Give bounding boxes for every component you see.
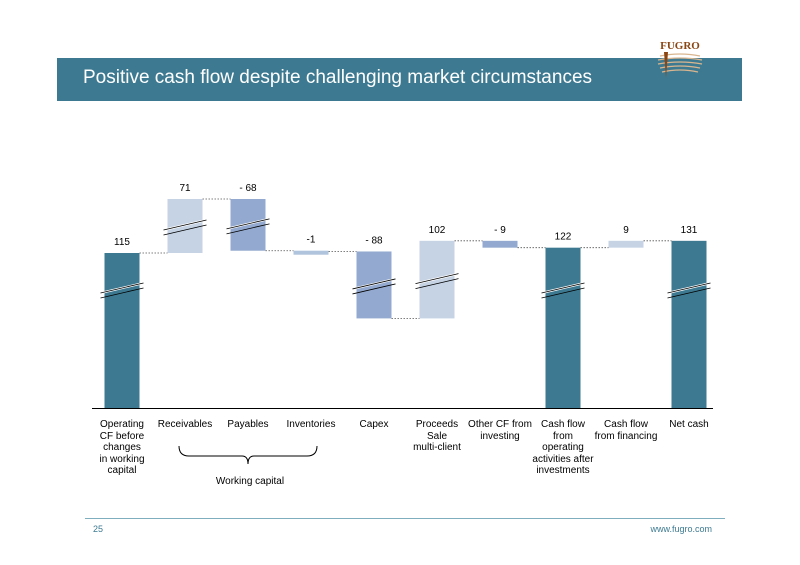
axis-break-mark xyxy=(415,278,459,290)
axis-break-mark xyxy=(100,287,144,299)
svg-text:FUGRO: FUGRO xyxy=(660,40,700,52)
footer-divider xyxy=(85,518,725,519)
category-label: Other CF from investing xyxy=(460,419,540,442)
axis-break-mark xyxy=(667,287,711,299)
category-label-line: from financing xyxy=(594,430,658,442)
category-label-line: Proceeds xyxy=(415,419,459,430)
axis-break-mark xyxy=(163,224,207,236)
category-label-line: multi-client xyxy=(413,442,461,453)
category-label-line: from xyxy=(553,430,573,442)
data-label: 131 xyxy=(681,225,698,236)
category-label: Net cash xyxy=(649,419,729,431)
category-label-line: in working xyxy=(99,453,145,465)
page-number: 25 xyxy=(93,524,104,534)
data-label: -1 xyxy=(307,235,316,246)
bar xyxy=(104,253,140,408)
category-label: Operating CF before changes in working capit… xyxy=(82,419,162,477)
category-label: Payables xyxy=(208,419,288,431)
category-label-line: Capex xyxy=(359,419,389,430)
category-label-line: Inventories xyxy=(286,419,336,430)
category-label: Capex xyxy=(334,419,414,431)
category-label-line: capital xyxy=(107,465,137,476)
category-label-line: CF before xyxy=(99,430,145,442)
category-label-line: Sale xyxy=(426,430,447,442)
category-label-line: Other CF from xyxy=(468,419,532,430)
axis-break-mark xyxy=(163,219,207,231)
category-label-line: activities after xyxy=(532,453,594,465)
category-label: Receivables xyxy=(145,419,225,431)
axis-break-mark xyxy=(226,218,270,230)
data-label: - 9 xyxy=(494,225,506,236)
category-label-line: Operating xyxy=(100,419,144,430)
data-label: 122 xyxy=(555,232,572,243)
bar xyxy=(482,240,518,248)
data-label: 115 xyxy=(114,237,130,248)
category-label-line: Cash flow xyxy=(604,419,648,430)
working-capital-bracket xyxy=(178,445,318,465)
title-bar: Positive cash flow despite challenging m… xyxy=(57,58,742,101)
axis-break-mark xyxy=(352,283,396,295)
axis-break-mark xyxy=(415,273,459,285)
axis-break-mark xyxy=(226,223,270,235)
category-label-line: changes xyxy=(103,442,141,453)
data-label: 9 xyxy=(623,225,629,236)
axis-break-mark xyxy=(541,282,585,294)
category-label-line: Cash flow xyxy=(541,419,585,430)
data-label: 102 xyxy=(429,225,446,236)
data-label: 71 xyxy=(179,183,191,194)
category-label-line: Receivables xyxy=(157,419,213,430)
axis-break-mark xyxy=(541,287,585,299)
axis-break-mark xyxy=(352,278,396,290)
axis-break-mark xyxy=(667,282,711,294)
axis-break-mark xyxy=(100,282,144,294)
category-label: Cash flow from operating activities after in… xyxy=(523,419,603,477)
category-label: Cash flow from financing xyxy=(586,419,666,442)
bar xyxy=(293,250,329,255)
category-label: Inventories xyxy=(271,419,351,431)
bar xyxy=(608,240,644,248)
data-label: - 88 xyxy=(365,235,383,246)
bar xyxy=(671,240,707,408)
category-label-line: Net cash xyxy=(669,419,709,430)
working-capital-label: Working capital xyxy=(215,476,285,487)
slide-title: Positive cash flow despite challenging m… xyxy=(83,67,593,88)
category-label-line: investing xyxy=(480,430,520,442)
fugro-logo-icon: FUGRO xyxy=(654,40,706,78)
category-label-line: Payables xyxy=(227,419,269,430)
bar xyxy=(545,247,581,408)
category-label: Proceeds Sale multi-client xyxy=(397,419,477,454)
website-link[interactable]: www.fugro.com xyxy=(650,524,712,534)
category-label-line: investments xyxy=(536,465,590,476)
data-label: - 68 xyxy=(239,183,257,194)
category-label-line: operating xyxy=(542,442,584,453)
